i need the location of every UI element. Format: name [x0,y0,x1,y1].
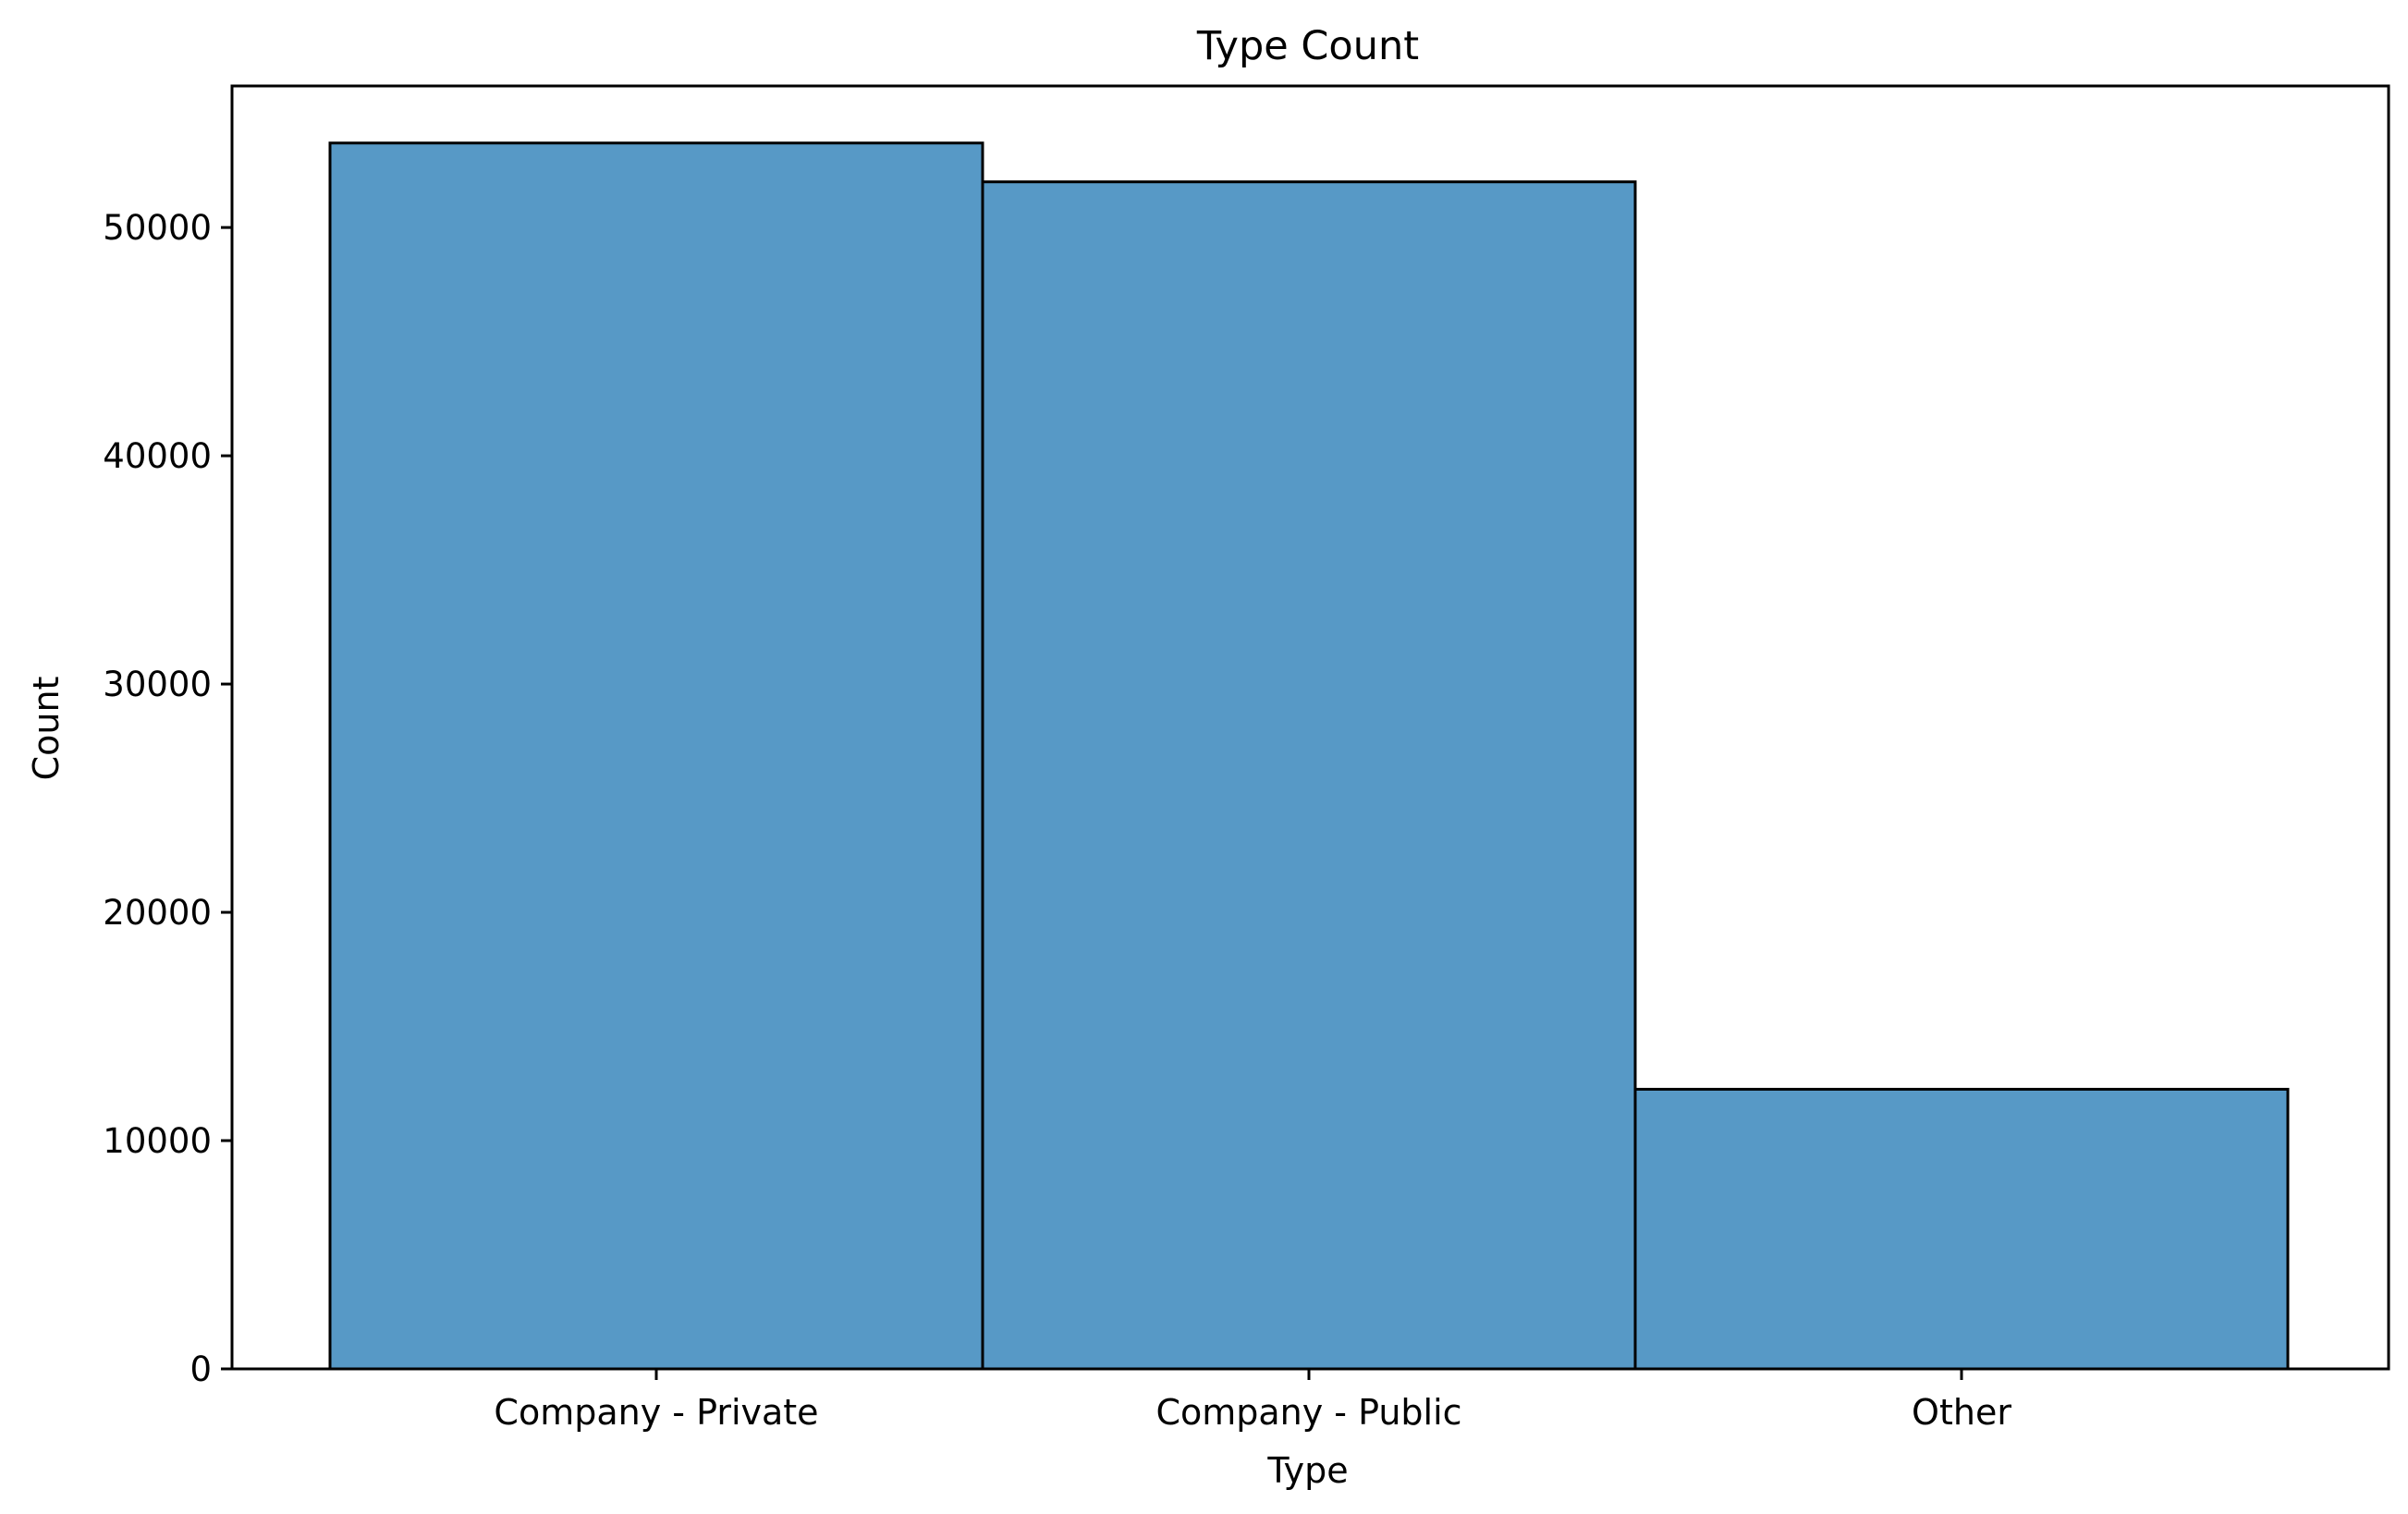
x-axis-label: Type [1266,1450,1348,1491]
x-axis: Company - Private Company - Public Other [494,1369,2011,1433]
x-tick-label-2: Other [1912,1392,2011,1433]
bar-1 [981,180,1637,1371]
y-tick-label-2: 20000 [103,893,212,933]
y-tick-label-5: 50000 [103,208,212,248]
y-tick-label-4: 40000 [103,436,212,476]
y-axis: 0 10000 20000 30000 40000 50000 [103,208,232,1389]
x-tick-label-0: Company - Private [494,1392,818,1433]
y-axis-label: Count [26,677,67,781]
y-tick-label-1: 10000 [103,1121,212,1161]
x-tick-label-1: Company - Public [1155,1392,1461,1433]
bars-group [328,141,2290,1371]
bar-2 [1633,1087,2290,1371]
y-tick-label-0: 0 [189,1349,212,1389]
y-tick-label-3: 30000 [103,665,212,704]
bar-0 [328,141,984,1371]
chart-title: Type Count [1196,23,1419,69]
